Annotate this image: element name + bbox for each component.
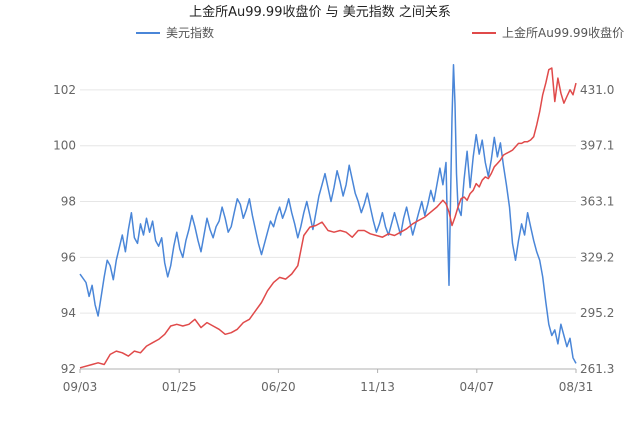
x-tick-label: 01/25 — [162, 380, 197, 394]
series-lines — [79, 64, 577, 369]
y-right-tick-label: 363.1 — [580, 195, 614, 209]
y-left-tick-label: 96 — [61, 250, 76, 264]
y-right-tick-label: 397.1 — [580, 139, 614, 153]
y-left-tick-label: 102 — [53, 83, 76, 97]
x-axis: 09/03 01/25 06/20 11/13 04/07 08/31 — [63, 368, 594, 394]
y-right-tick-label: 329.2 — [580, 250, 614, 264]
y-right-tick-label: 431.0 — [580, 83, 614, 97]
x-tick-label: 04/07 — [460, 380, 495, 394]
grid-lines — [80, 89, 576, 314]
y-axis-left: 92 94 96 98 100 102 — [53, 83, 76, 376]
x-tick-label: 06/20 — [261, 380, 296, 394]
legend-label-usd-index: 美元指数 — [166, 25, 214, 40]
y-right-tick-label: 295.2 — [580, 306, 614, 320]
series-line-usd-index — [79, 64, 577, 364]
y-left-tick-label: 94 — [61, 306, 76, 320]
y-left-tick-label: 100 — [53, 139, 76, 153]
legend-label-gold-price: 上金所Au99.99收盘价 — [502, 25, 624, 40]
series-line-gold-price — [79, 67, 577, 369]
x-tick-label: 08/31 — [559, 380, 594, 394]
chart-title: 上金所Au99.99收盘价 与 美元指数 之间关系 — [189, 4, 451, 20]
legend: 美元指数 上金所Au99.99收盘价 — [136, 25, 624, 40]
x-tick-label: 11/13 — [360, 380, 395, 394]
x-tick-label: 09/03 — [63, 380, 98, 394]
y-axis-right: 261.3 295.2 329.2 363.1 397.1 431.0 — [580, 83, 614, 376]
y-left-tick-label: 98 — [61, 195, 76, 209]
y-right-tick-label: 261.3 — [580, 362, 614, 376]
y-left-tick-label: 92 — [61, 362, 76, 376]
